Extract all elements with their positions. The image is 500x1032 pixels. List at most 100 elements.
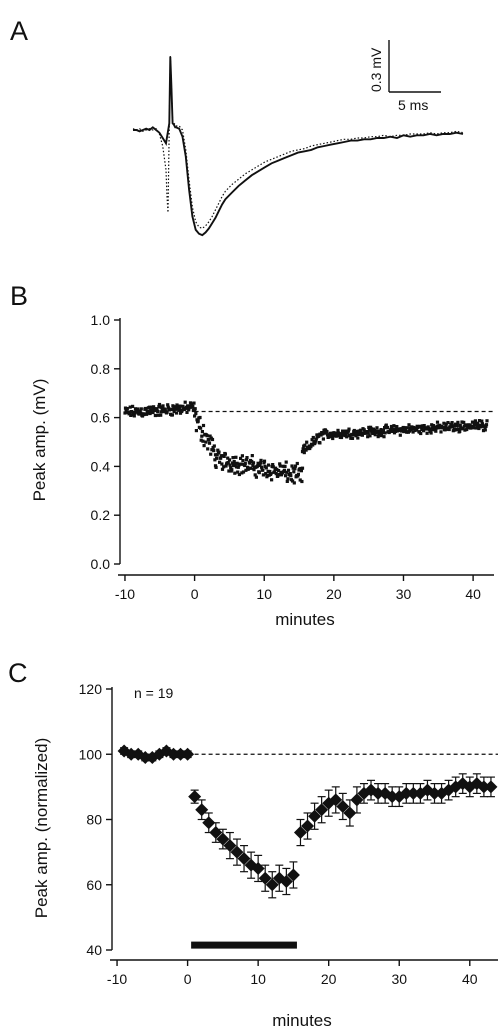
data-point xyxy=(330,435,334,439)
data-point xyxy=(296,472,300,476)
data-point xyxy=(314,437,318,441)
data-point xyxy=(232,464,236,468)
data-point xyxy=(452,424,456,428)
data-point xyxy=(458,423,462,427)
data-point xyxy=(226,461,230,465)
data-point xyxy=(212,444,216,448)
data-point xyxy=(129,410,133,414)
data-point xyxy=(474,426,478,430)
panel-c-x-tick-label: 20 xyxy=(321,971,337,987)
data-point xyxy=(231,456,235,460)
data-point xyxy=(230,468,234,472)
data-point xyxy=(350,436,355,440)
data-point xyxy=(262,459,267,463)
data-point xyxy=(413,428,417,433)
data-point xyxy=(264,466,268,470)
data-point xyxy=(296,474,300,478)
data-point xyxy=(315,803,329,817)
data-point xyxy=(156,410,160,414)
data-point xyxy=(330,431,334,435)
panel-c-y-tick-label: 100 xyxy=(79,746,103,762)
panel-c-y-tick-label: 60 xyxy=(86,877,102,893)
data-point xyxy=(450,421,454,425)
data-point xyxy=(161,404,165,408)
data-point xyxy=(162,410,166,414)
data-point xyxy=(408,429,412,433)
data-point xyxy=(301,447,305,451)
panel-c-y-tick-label: 80 xyxy=(86,812,102,828)
panel-c-letter: C xyxy=(8,658,28,688)
data-point xyxy=(194,412,198,416)
data-point xyxy=(174,411,179,415)
data-point xyxy=(233,462,237,466)
data-point xyxy=(152,407,156,411)
data-point xyxy=(380,434,384,438)
data-point xyxy=(156,413,160,417)
data-point xyxy=(278,464,282,468)
data-point xyxy=(456,420,460,424)
data-point xyxy=(284,460,288,464)
data-point xyxy=(428,786,442,800)
data-point xyxy=(194,429,198,433)
panel-c-x-tick-label: 30 xyxy=(391,971,407,987)
data-point xyxy=(311,443,315,447)
data-point xyxy=(293,826,307,840)
trace-solid xyxy=(133,56,464,237)
data-point xyxy=(426,425,430,429)
data-point xyxy=(286,477,290,481)
data-point xyxy=(207,438,211,442)
data-point xyxy=(455,423,459,427)
data-point xyxy=(258,463,262,467)
data-point xyxy=(475,423,479,427)
data-point xyxy=(272,470,277,474)
data-point xyxy=(232,460,236,464)
data-point xyxy=(248,461,252,465)
data-point xyxy=(342,431,346,435)
data-point xyxy=(286,868,300,882)
data-point xyxy=(431,424,436,428)
data-point xyxy=(266,469,270,473)
data-point xyxy=(341,429,345,433)
data-point xyxy=(477,426,481,431)
scale-bar: 0.3 mV 5 ms xyxy=(368,40,441,113)
data-point xyxy=(270,478,274,482)
data-point xyxy=(247,466,251,470)
data-point xyxy=(144,407,148,411)
data-point xyxy=(484,423,489,427)
data-point xyxy=(125,407,129,411)
data-point xyxy=(332,431,336,435)
data-point xyxy=(269,472,273,476)
data-point xyxy=(300,466,305,470)
data-point xyxy=(446,421,450,425)
data-point xyxy=(163,408,167,412)
data-point xyxy=(158,405,162,409)
panel-b-y-tick-label: 1.0 xyxy=(91,312,111,328)
data-point xyxy=(199,438,203,442)
data-point xyxy=(299,469,303,473)
data-point xyxy=(213,458,217,462)
data-point xyxy=(229,466,233,470)
data-point xyxy=(295,461,299,466)
data-point xyxy=(285,479,289,483)
panel-b-points xyxy=(123,400,489,485)
data-point xyxy=(233,471,237,475)
data-point xyxy=(214,465,218,469)
data-point xyxy=(166,403,170,407)
data-point xyxy=(251,461,256,465)
data-point xyxy=(406,786,420,800)
data-point xyxy=(137,412,141,416)
data-point xyxy=(384,423,388,427)
data-point xyxy=(239,456,243,460)
data-point xyxy=(153,413,157,418)
data-point xyxy=(187,408,191,412)
data-point xyxy=(178,411,183,415)
data-point xyxy=(339,435,344,440)
data-point xyxy=(299,466,303,471)
data-point xyxy=(289,474,293,478)
data-point xyxy=(160,407,164,411)
data-point xyxy=(443,428,447,432)
panel-b-y-axis-title: Peak amp. (mV) xyxy=(30,379,49,502)
data-point xyxy=(139,411,143,415)
panel-c-points xyxy=(117,744,498,899)
data-point xyxy=(328,431,332,435)
